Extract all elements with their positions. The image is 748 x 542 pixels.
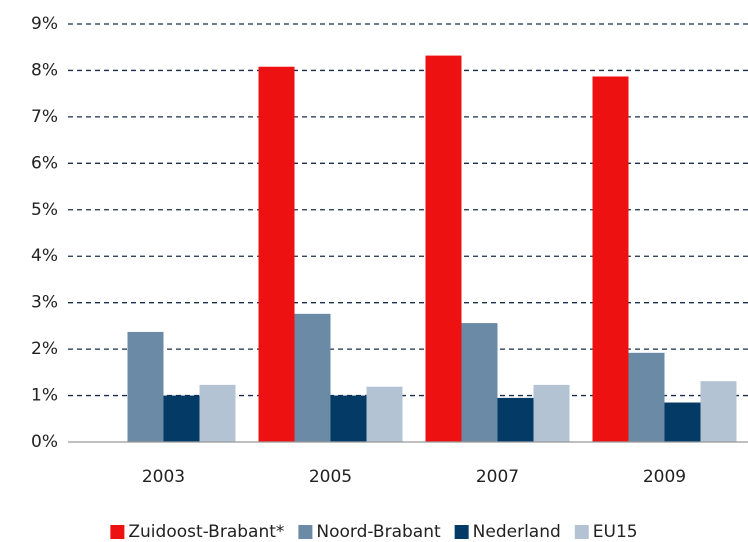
y-tick-label: 7% (31, 107, 58, 127)
legend-label: Nederland (473, 522, 561, 542)
x-tick-label: 2003 (142, 467, 185, 487)
bar (163, 395, 200, 442)
y-tick-label: 5% (31, 200, 58, 220)
bar (330, 395, 367, 442)
bar (199, 384, 236, 442)
legend-label: Zuidoost-Brabant* (128, 522, 284, 542)
x-tick-label: 2009 (643, 467, 686, 487)
legend-label: EU15 (593, 522, 638, 542)
y-tick-label: 4% (31, 246, 58, 266)
bar (366, 386, 403, 442)
y-tick-label: 3% (31, 293, 58, 313)
bar (294, 313, 331, 442)
bar (592, 76, 629, 442)
bar (700, 381, 737, 442)
y-tick-label: 1% (31, 386, 58, 406)
legend-swatch (574, 525, 589, 539)
y-tick-label: 8% (31, 60, 58, 80)
y-tick-label: 2% (31, 339, 58, 359)
bar (497, 397, 534, 442)
bar (628, 352, 665, 442)
y-tick-label: 6% (31, 153, 58, 173)
x-tick-label: 2007 (476, 467, 519, 487)
bar (664, 402, 701, 442)
y-tick-label: 9% (31, 14, 58, 34)
bar (425, 55, 462, 443)
bar (258, 66, 295, 443)
bar (461, 323, 498, 442)
bar (127, 331, 164, 442)
bar (533, 384, 570, 442)
legend-label: Noord-Brabant (316, 522, 441, 542)
legend-swatch (110, 525, 125, 539)
y-tick-label: 0% (31, 432, 58, 452)
legend-swatch (454, 525, 469, 539)
legend-swatch (298, 525, 313, 539)
x-tick-label: 2005 (309, 467, 352, 487)
